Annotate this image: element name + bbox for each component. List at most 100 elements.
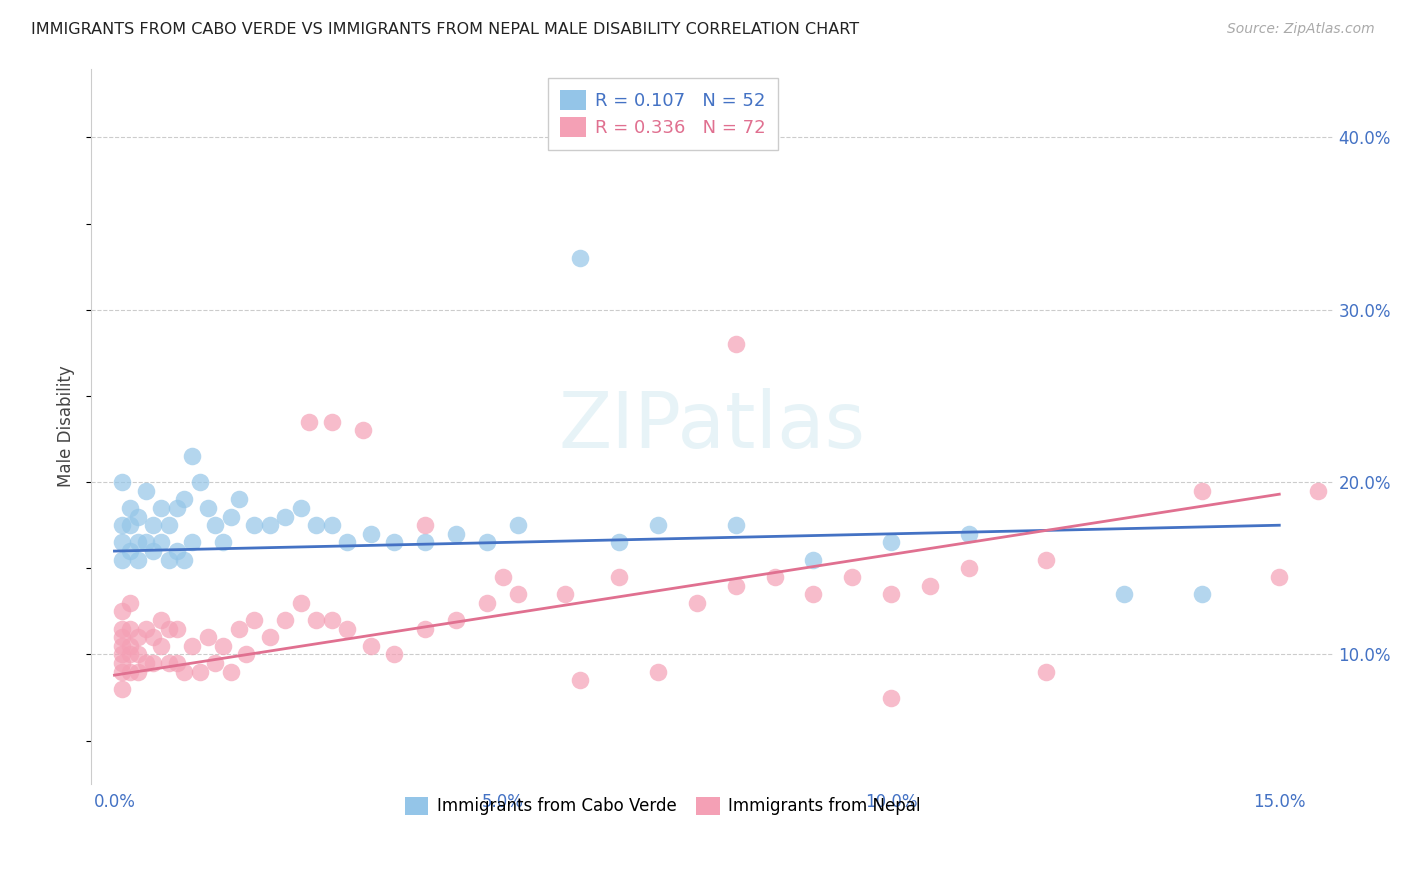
Point [1268, 570, 1291, 584]
Point [118, 665, 141, 679]
Point [134, 656, 156, 670]
Point [118, 500, 141, 515]
Point [111, 552, 134, 566]
Point [880, 690, 903, 705]
Point [134, 622, 156, 636]
Point [173, 492, 195, 507]
Point [111, 648, 134, 662]
Point [290, 596, 312, 610]
Point [290, 500, 312, 515]
Point [801, 552, 824, 566]
Point [150, 500, 173, 515]
Point [259, 630, 281, 644]
Point [382, 535, 405, 549]
Point [127, 648, 149, 662]
Point [111, 681, 134, 696]
Point [724, 337, 747, 351]
Point [259, 518, 281, 533]
Text: IMMIGRANTS FROM CABO VERDE VS IMMIGRANTS FROM NEPAL MALE DISABILITY CORRELATION : IMMIGRANTS FROM CABO VERDE VS IMMIGRANTS… [31, 22, 859, 37]
Point [352, 424, 374, 438]
Point [212, 639, 235, 653]
Point [336, 622, 359, 636]
Point [957, 526, 980, 541]
Point [360, 639, 382, 653]
Point [1191, 587, 1213, 601]
Point [118, 639, 141, 653]
Point [1035, 665, 1057, 679]
Text: Source: ZipAtlas.com: Source: ZipAtlas.com [1227, 22, 1375, 37]
Point [413, 518, 436, 533]
Point [118, 622, 141, 636]
Point [111, 518, 134, 533]
Point [166, 656, 188, 670]
Point [157, 552, 180, 566]
Point [360, 526, 382, 541]
Point [111, 622, 134, 636]
Point [142, 630, 165, 644]
Point [173, 665, 195, 679]
Point [219, 509, 242, 524]
Point [181, 450, 204, 464]
Point [321, 415, 343, 429]
Point [1191, 483, 1213, 498]
Point [134, 535, 156, 549]
Point [228, 622, 250, 636]
Point [142, 544, 165, 558]
Point [880, 587, 903, 601]
Point [763, 570, 786, 584]
Point [166, 544, 188, 558]
Point [212, 535, 235, 549]
Point [508, 587, 530, 601]
Point [166, 500, 188, 515]
Point [197, 630, 219, 644]
Text: ZIPatlas: ZIPatlas [560, 388, 866, 464]
Point [118, 544, 141, 558]
Point [554, 587, 576, 601]
Point [647, 665, 669, 679]
Point [413, 622, 436, 636]
Point [111, 639, 134, 653]
Point [274, 613, 297, 627]
Point [305, 518, 328, 533]
Point [492, 570, 515, 584]
Point [197, 500, 219, 515]
Point [111, 630, 134, 644]
Point [336, 535, 359, 549]
Point [166, 622, 188, 636]
Point [181, 535, 204, 549]
Point [274, 509, 297, 524]
Point [127, 630, 149, 644]
Point [219, 665, 242, 679]
Point [134, 483, 156, 498]
Point [607, 535, 630, 549]
Point [127, 509, 149, 524]
Point [801, 587, 824, 601]
Point [118, 518, 141, 533]
Point [127, 535, 149, 549]
Point [111, 665, 134, 679]
Point [569, 251, 592, 265]
Point [1112, 587, 1135, 601]
Point [173, 552, 195, 566]
Point [477, 535, 499, 549]
Point [127, 552, 149, 566]
Point [181, 639, 204, 653]
Point [444, 613, 467, 627]
Point [142, 656, 165, 670]
Point [150, 613, 173, 627]
Point [111, 604, 134, 618]
Point [188, 475, 211, 490]
Point [686, 596, 709, 610]
Point [477, 596, 499, 610]
Point [188, 665, 211, 679]
Point [382, 648, 405, 662]
Point [142, 518, 165, 533]
Y-axis label: Male Disability: Male Disability [58, 365, 75, 487]
Point [647, 518, 669, 533]
Point [157, 656, 180, 670]
Point [724, 518, 747, 533]
Point [321, 518, 343, 533]
Point [157, 622, 180, 636]
Point [607, 570, 630, 584]
Point [111, 475, 134, 490]
